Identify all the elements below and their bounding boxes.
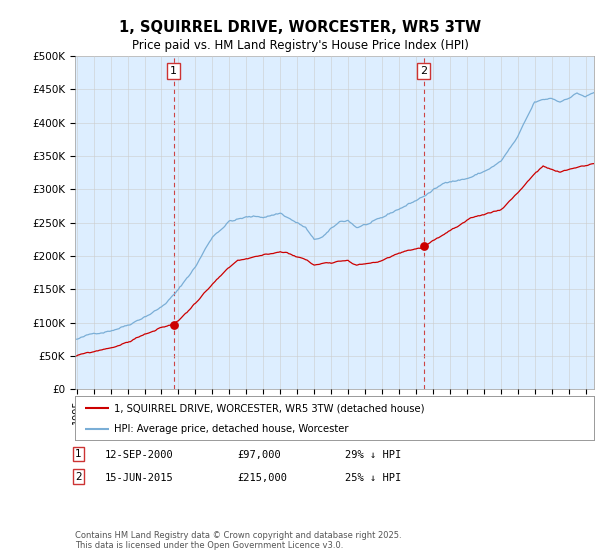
Text: 12-SEP-2000: 12-SEP-2000 <box>105 450 174 460</box>
Text: 2: 2 <box>420 66 427 76</box>
Text: 1: 1 <box>75 449 82 459</box>
Point <box>169 320 178 329</box>
Text: 29% ↓ HPI: 29% ↓ HPI <box>345 450 401 460</box>
Text: 1, SQUIRREL DRIVE, WORCESTER, WR5 3TW: 1, SQUIRREL DRIVE, WORCESTER, WR5 3TW <box>119 20 481 35</box>
Point <box>419 241 428 250</box>
Text: £215,000: £215,000 <box>237 473 287 483</box>
Text: HPI: Average price, detached house, Worcester: HPI: Average price, detached house, Worc… <box>114 424 349 433</box>
Text: 2: 2 <box>75 472 82 482</box>
Text: Price paid vs. HM Land Registry's House Price Index (HPI): Price paid vs. HM Land Registry's House … <box>131 39 469 52</box>
Text: 1, SQUIRREL DRIVE, WORCESTER, WR5 3TW (detached house): 1, SQUIRREL DRIVE, WORCESTER, WR5 3TW (d… <box>114 403 424 413</box>
Text: Contains HM Land Registry data © Crown copyright and database right 2025.
This d: Contains HM Land Registry data © Crown c… <box>75 531 401 550</box>
Text: 15-JUN-2015: 15-JUN-2015 <box>105 473 174 483</box>
Text: £97,000: £97,000 <box>237 450 281 460</box>
Text: 1: 1 <box>170 66 177 76</box>
Text: 25% ↓ HPI: 25% ↓ HPI <box>345 473 401 483</box>
